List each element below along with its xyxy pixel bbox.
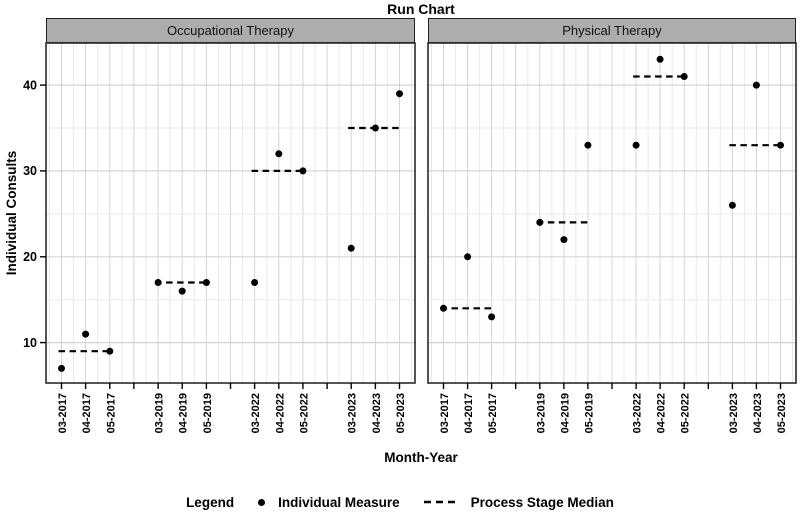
x-tick-label: 03-2022 <box>632 393 644 433</box>
x-axis-title: Month-Year <box>384 450 458 465</box>
data-point <box>488 313 496 321</box>
data-point <box>752 81 760 89</box>
x-tick-label: 03-2022 <box>250 393 262 433</box>
x-tick-label: 05-2017 <box>487 393 499 433</box>
y-axis-title: Individual Consults <box>4 150 19 276</box>
x-tick-label: 05-2022 <box>298 393 310 433</box>
y-tick-label: 10 <box>23 336 37 350</box>
x-tick-label: 05-2022 <box>680 393 692 433</box>
facet-strip-physical-therapy: Physical Therapy <box>428 18 796 43</box>
y-tick-label: 30 <box>23 164 37 178</box>
x-tick-label: 03-2017 <box>57 393 69 433</box>
x-tick-label: 05-2019 <box>202 393 214 433</box>
x-tick-label: 04-2019 <box>178 393 190 433</box>
legend: Legend Individual Measure Process Stage … <box>0 492 800 512</box>
x-tick-label: 03-2019 <box>535 393 547 433</box>
x-tick-label: 03-2017 <box>439 393 451 433</box>
x-tick-label: 04-2017 <box>463 393 475 433</box>
x-tick-label: 05-2023 <box>395 393 407 433</box>
data-point <box>106 347 114 355</box>
data-point <box>656 55 664 63</box>
x-tick-label: 05-2017 <box>105 393 117 433</box>
legend-item-individual-measure: Individual Measure <box>258 495 400 510</box>
point-icon <box>258 498 266 506</box>
data-point <box>632 141 640 149</box>
data-point <box>58 364 65 372</box>
x-tick-label: 03-2023 <box>347 393 359 433</box>
x-tick-label: 04-2017 <box>81 393 93 433</box>
data-point <box>202 279 210 286</box>
data-point <box>299 167 307 175</box>
data-point <box>680 73 688 80</box>
data-point <box>396 90 403 98</box>
legend-title: Legend <box>186 494 235 510</box>
data-point <box>371 124 379 132</box>
x-tick-label: 03-2023 <box>728 393 740 433</box>
data-point <box>560 236 568 244</box>
data-point <box>536 218 544 226</box>
y-tick-label: 40 <box>23 78 37 92</box>
dashed-line-icon <box>423 500 458 504</box>
x-tick-label: 04-2022 <box>656 393 668 433</box>
data-point <box>275 150 283 158</box>
data-point <box>728 201 736 209</box>
x-tick-label: 04-2022 <box>274 393 286 433</box>
data-point <box>464 253 472 261</box>
data-point <box>82 330 90 338</box>
facet-strip-label: Occupational Therapy <box>167 23 294 38</box>
legend-item-process-stage-median: Process Stage Median <box>423 494 614 510</box>
x-tick-label: 04-2019 <box>559 393 571 433</box>
y-tick-label: 20 <box>23 250 37 264</box>
data-point <box>440 304 447 312</box>
data-point <box>584 141 592 149</box>
data-point <box>178 287 186 295</box>
facet-strip-label: Physical Therapy <box>562 23 662 38</box>
data-point <box>777 141 784 149</box>
chart-title: Run Chart <box>387 1 455 17</box>
x-tick-label: 05-2023 <box>776 393 788 433</box>
x-tick-label: 03-2019 <box>154 393 166 433</box>
data-point <box>347 244 355 252</box>
data-point <box>154 279 162 286</box>
data-point <box>251 279 259 286</box>
legend-item-label: Process Stage Median <box>470 494 614 510</box>
x-tick-label: 04-2023 <box>752 393 764 433</box>
x-tick-label: 05-2019 <box>583 393 595 433</box>
x-tick-label: 04-2023 <box>371 393 383 433</box>
legend-item-label: Individual Measure <box>278 494 400 510</box>
